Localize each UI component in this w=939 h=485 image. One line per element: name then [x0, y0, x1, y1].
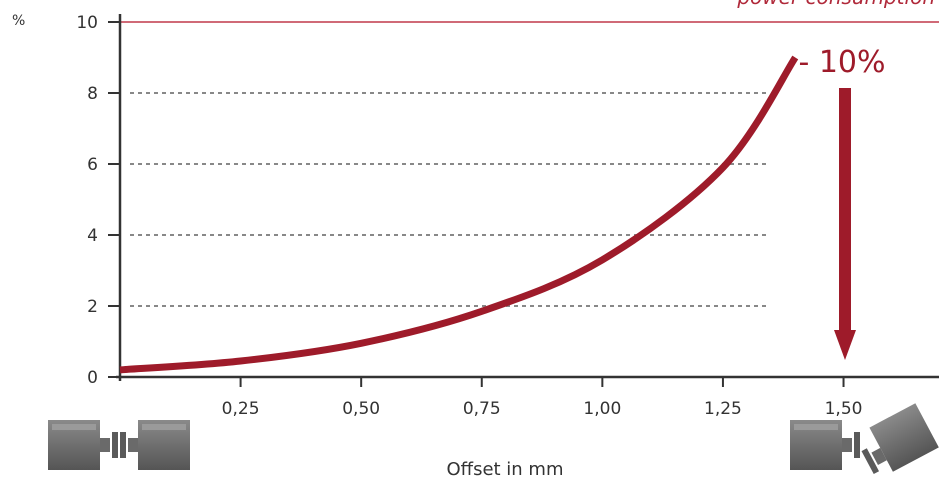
- x-tick-label-3: 1,00: [583, 399, 621, 419]
- y-tick-label-2: 2: [87, 297, 98, 317]
- y-tick-label-8: 8: [87, 84, 98, 104]
- x-tick-labels: 0,25 0,50 0,75 1,00 1,25 1,50: [222, 377, 863, 419]
- reference-line-label: power consumption: [736, 0, 935, 9]
- down-arrow-icon: [834, 88, 856, 360]
- series-line-0: [119, 55, 799, 374]
- reduction-annotation: - 10%: [798, 45, 885, 80]
- x-tick-label-4: 1,25: [704, 399, 742, 419]
- x-tick-label-0: 0,25: [222, 399, 260, 419]
- x-axis-label: Offset in mm: [447, 459, 564, 480]
- y-tick-label-0: 0: [87, 368, 98, 388]
- x-tick-label-5: 1,50: [825, 399, 863, 419]
- y-axis-label: %: [12, 13, 25, 29]
- y-tick-label-6: 6: [87, 155, 98, 175]
- y-tick-label-4: 4: [87, 226, 98, 246]
- y-tick-labels: 0 2 4 6 8 10: [76, 13, 120, 388]
- series: [119, 55, 799, 374]
- aligned-motor-coupling-icon: [48, 420, 190, 470]
- axes: [116, 14, 939, 381]
- grid-lines: [130, 92, 770, 307]
- y-tick-label-10: 10: [76, 13, 98, 33]
- misaligned-motor-coupling-icon: [790, 403, 939, 475]
- x-tick-label-1: 0,50: [342, 399, 380, 419]
- x-tick-label-2: 0,75: [463, 399, 501, 419]
